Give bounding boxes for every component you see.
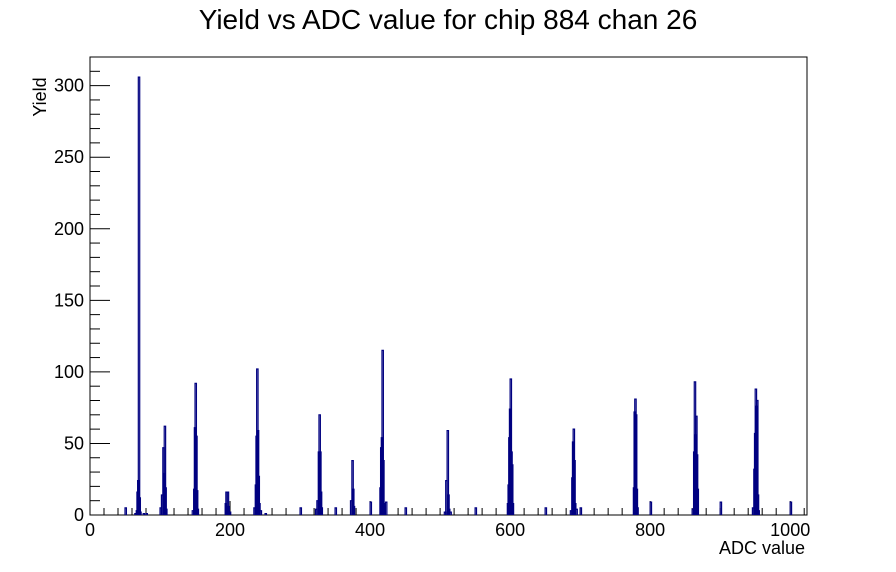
y-tick-label: 50 bbox=[64, 433, 84, 453]
y-axis-label: Yield bbox=[30, 77, 50, 116]
histogram-bin bbox=[334, 507, 338, 515]
histogram-bin bbox=[165, 508, 168, 515]
histogram-bin bbox=[138, 497, 142, 515]
histogram-bin bbox=[789, 501, 793, 515]
histogram-bin bbox=[474, 507, 478, 515]
x-tick-label: 600 bbox=[495, 520, 525, 540]
histogram-bin bbox=[544, 507, 548, 515]
x-tick-label: 1000 bbox=[770, 520, 810, 540]
histogram-bin bbox=[259, 510, 263, 515]
histogram-bin bbox=[447, 494, 450, 515]
y-tick-label: 300 bbox=[54, 76, 84, 96]
histogram-bin bbox=[696, 488, 700, 515]
x-tick-label: 800 bbox=[635, 520, 665, 540]
histogram-bin bbox=[352, 505, 356, 515]
histogram-bins bbox=[124, 76, 793, 515]
histogram-bin bbox=[264, 512, 268, 515]
histogram-bin bbox=[757, 510, 760, 515]
histogram-bin bbox=[509, 378, 513, 515]
histogram-bin bbox=[195, 435, 198, 515]
chart-title: Yield vs ADC value for chip 884 chan 26 bbox=[199, 4, 698, 35]
histogram-bin bbox=[228, 511, 232, 515]
histogram-bin bbox=[575, 508, 578, 515]
histogram-bin bbox=[299, 507, 303, 515]
histogram-bin bbox=[573, 460, 576, 515]
histogram-bin bbox=[511, 502, 515, 515]
histogram-bin bbox=[319, 491, 323, 515]
y-tick-label: 150 bbox=[54, 290, 84, 310]
histogram-bin bbox=[572, 428, 576, 515]
histogram-bin bbox=[137, 76, 141, 515]
histogram-bin bbox=[257, 475, 261, 515]
histogram-bin bbox=[384, 501, 388, 515]
histogram-bin bbox=[382, 460, 385, 515]
y-tick-label: 100 bbox=[54, 362, 84, 382]
histogram-bin bbox=[369, 501, 373, 515]
x-tick-label: 200 bbox=[215, 520, 245, 540]
histogram-bin bbox=[579, 507, 583, 515]
x-axis-label: ADC value bbox=[719, 538, 805, 558]
y-tick-label: 0 bbox=[74, 505, 84, 525]
y-tick-label: 200 bbox=[54, 219, 84, 239]
histogram-bin bbox=[194, 382, 198, 515]
histogram-bin bbox=[227, 505, 230, 515]
histogram-bin bbox=[145, 512, 149, 515]
histogram-bin bbox=[634, 398, 637, 515]
histogram-bin bbox=[318, 414, 321, 515]
x-tick-label: 400 bbox=[355, 520, 385, 540]
histogram-bin bbox=[446, 429, 450, 515]
histogram-bin bbox=[636, 507, 639, 515]
histogram-bin bbox=[139, 511, 142, 515]
histogram-bin bbox=[258, 502, 261, 515]
histogram-bin bbox=[319, 451, 322, 515]
histogram-bin bbox=[719, 501, 723, 515]
histogram-bin bbox=[256, 368, 259, 515]
histogram-bin bbox=[196, 508, 200, 515]
histogram-bin bbox=[381, 349, 384, 515]
histogram-bin bbox=[510, 464, 514, 515]
histogram-bin bbox=[649, 501, 653, 515]
histogram-bin bbox=[695, 415, 698, 515]
histogram-bin bbox=[695, 454, 699, 515]
x-tick-label: 0 bbox=[85, 520, 95, 540]
histogram-bin bbox=[195, 490, 199, 515]
histogram-bin bbox=[226, 491, 230, 515]
histogram-bin bbox=[382, 502, 386, 515]
histogram-bin bbox=[634, 414, 638, 515]
histogram-bin bbox=[351, 488, 355, 515]
histogram-bin bbox=[404, 507, 408, 515]
histogram-bin bbox=[142, 512, 146, 515]
histogram-bin bbox=[449, 511, 452, 515]
y-tick-label: 250 bbox=[54, 147, 84, 167]
histogram-bin bbox=[635, 488, 639, 515]
histogram-bin bbox=[755, 399, 759, 515]
histogram-bin bbox=[351, 460, 354, 515]
histogram-bin bbox=[256, 429, 260, 515]
histogram-bin bbox=[510, 451, 513, 515]
histogram-bin bbox=[756, 494, 760, 515]
histogram-bin bbox=[320, 507, 324, 515]
histogram-bin bbox=[164, 487, 167, 515]
histogram-bin bbox=[124, 507, 128, 515]
histogram-bin bbox=[163, 425, 167, 515]
axis-tick-labels: 0 200 400 600 800 1000 0 50 100 150 200 250 300 bbox=[54, 76, 810, 540]
